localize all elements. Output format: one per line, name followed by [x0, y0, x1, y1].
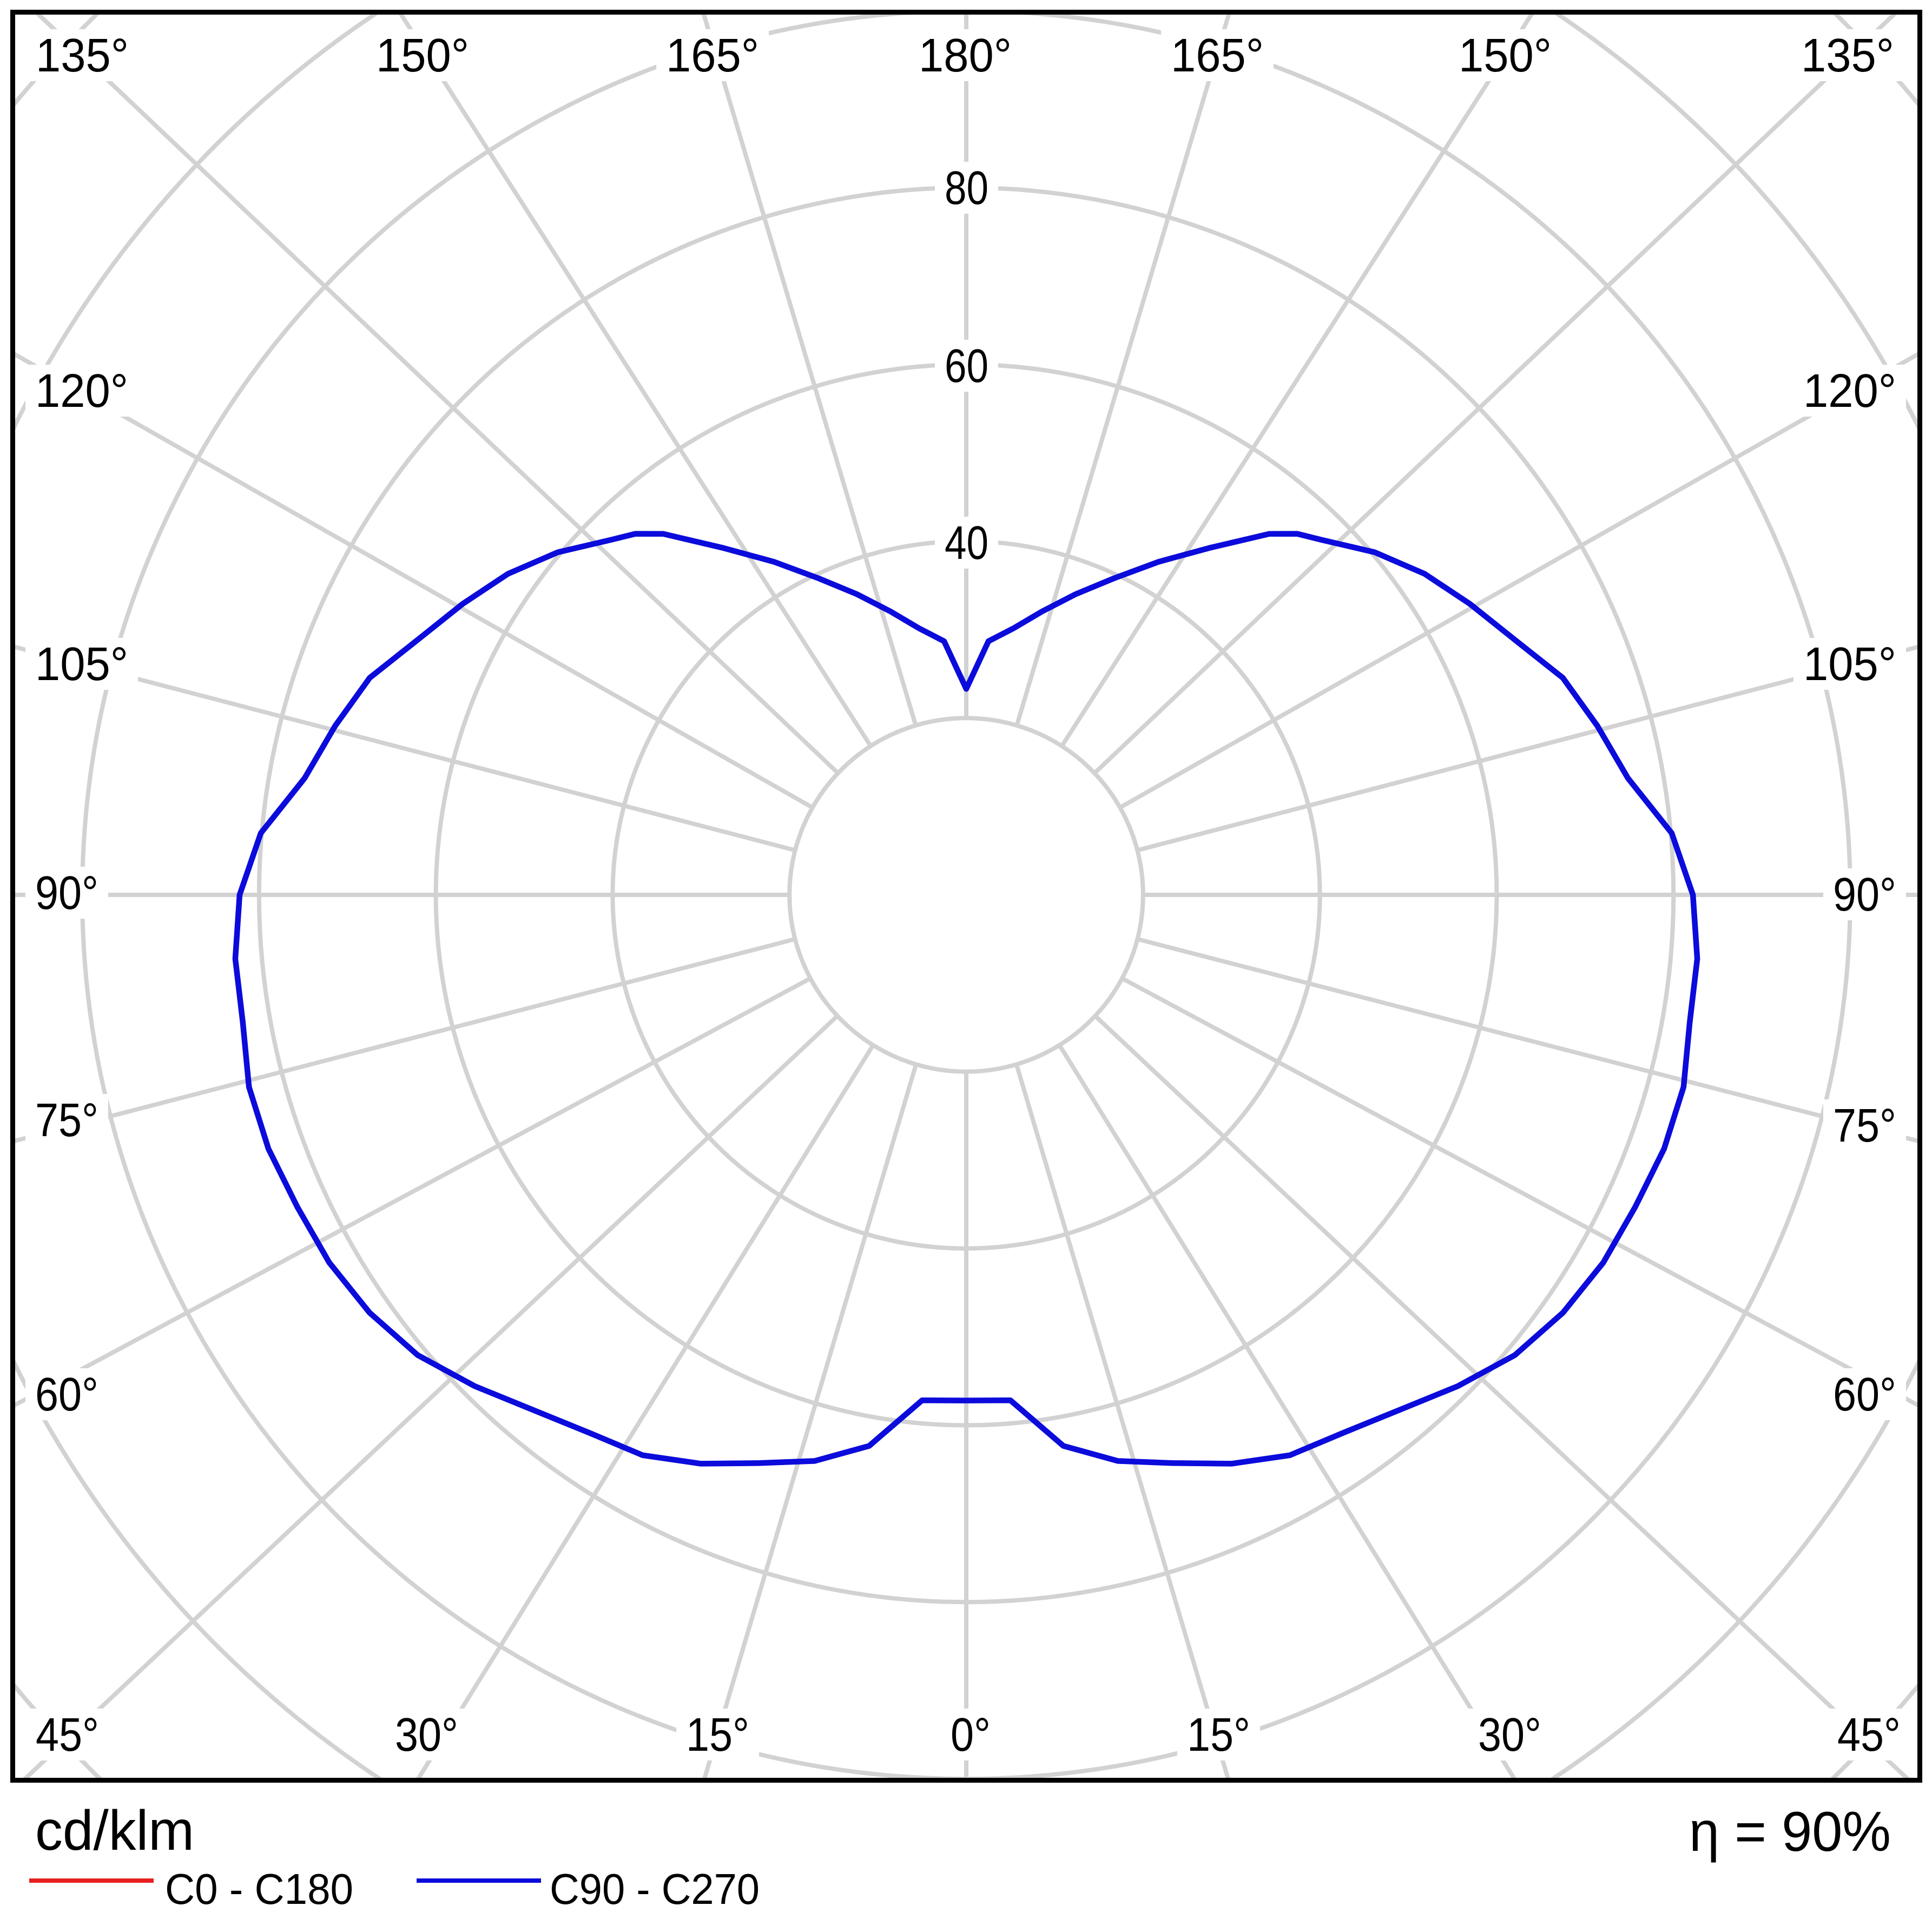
svg-text:90°: 90°: [1833, 868, 1896, 921]
svg-text:165°: 165°: [1171, 29, 1264, 82]
svg-text:150°: 150°: [1459, 29, 1552, 82]
svg-text:90°: 90°: [35, 867, 98, 919]
svg-text:120°: 120°: [1803, 365, 1896, 417]
svg-text:40: 40: [945, 517, 988, 569]
svg-text:45°: 45°: [1837, 1709, 1901, 1761]
svg-text:15°: 15°: [1187, 1709, 1250, 1761]
svg-text:60°: 60°: [35, 1368, 98, 1421]
svg-text:C90 - C270: C90 - C270: [550, 1865, 760, 1913]
svg-text:cd/klm: cd/klm: [35, 1799, 194, 1862]
svg-text:165°: 165°: [666, 29, 759, 82]
svg-text:60°: 60°: [1833, 1368, 1896, 1421]
svg-text:105°: 105°: [1803, 638, 1896, 690]
svg-text:η = 90%: η = 90%: [1689, 1801, 1891, 1863]
svg-text:30°: 30°: [395, 1709, 458, 1761]
svg-text:75°: 75°: [35, 1094, 98, 1146]
svg-text:105°: 105°: [35, 638, 128, 690]
svg-text:60: 60: [945, 340, 988, 392]
svg-text:180°: 180°: [919, 29, 1012, 82]
svg-text:120°: 120°: [35, 365, 128, 417]
svg-text:30°: 30°: [1478, 1709, 1541, 1761]
svg-text:0°: 0°: [951, 1709, 991, 1761]
svg-text:150°: 150°: [376, 29, 469, 82]
svg-text:C0 - C180: C0 - C180: [165, 1865, 353, 1913]
svg-text:80: 80: [945, 162, 988, 214]
svg-text:45°: 45°: [36, 1709, 99, 1761]
svg-text:135°: 135°: [1801, 29, 1894, 82]
svg-text:75°: 75°: [1833, 1099, 1896, 1152]
svg-text:135°: 135°: [36, 29, 129, 82]
svg-text:15°: 15°: [686, 1709, 749, 1761]
